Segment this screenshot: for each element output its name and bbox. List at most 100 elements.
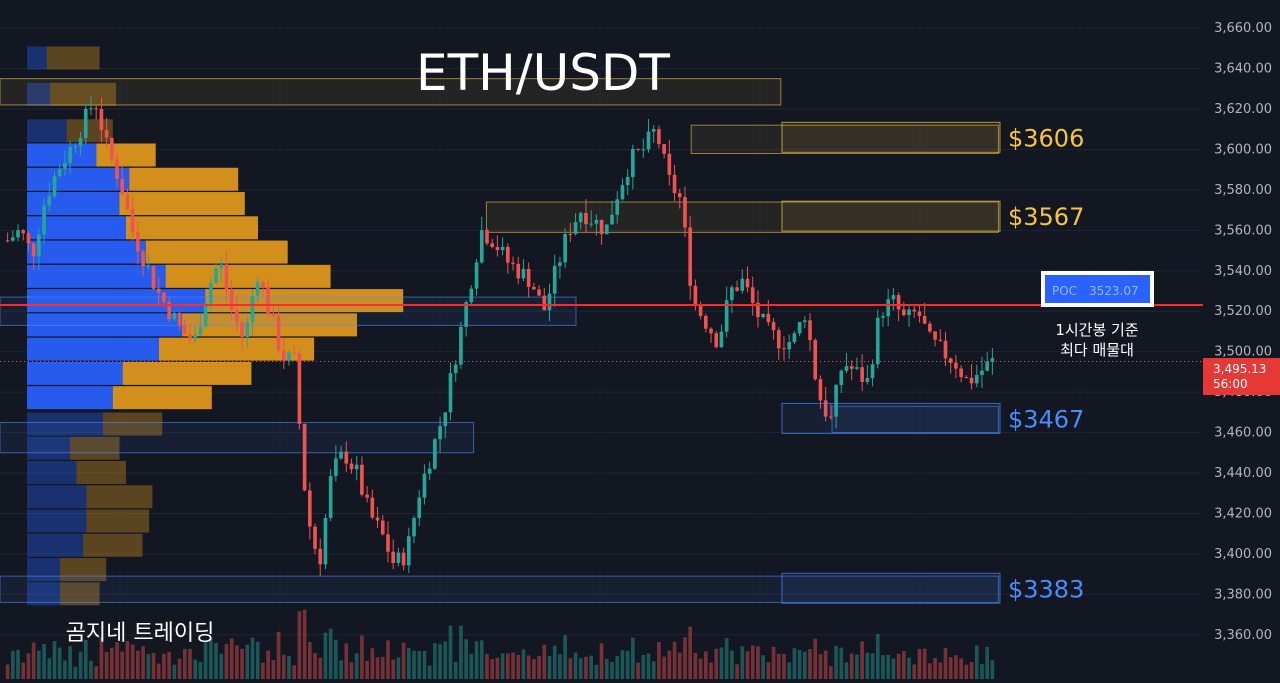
level-box-support [781,572,1001,604]
candle-body [750,287,755,303]
candle-body [136,232,140,252]
volume-bar [620,650,625,679]
candle-body [662,144,666,154]
volume-bar [469,653,474,679]
vp-bar-buy [27,337,159,361]
price-tick-label: 3,540.00 [1214,264,1272,279]
candle-body [964,377,969,379]
volume-bar [922,648,927,679]
volume-bar [532,659,536,679]
poc-and-price-lines [0,304,1203,363]
volume-bar [354,653,359,679]
volume-bar [68,646,72,679]
volume-bar [292,665,297,679]
vp-bar-sell [126,216,258,240]
candle-body [943,340,948,359]
candle-body [901,309,906,316]
price-tick-label: 3,380.00 [1214,587,1272,602]
candle-body [370,497,375,518]
candle-body [511,262,515,264]
price-axis[interactable]: 3,660.00 3,640.00 3,620.00 3,600.00 3,580.00… [1214,21,1272,643]
candle-body [224,264,229,290]
candle-body [344,451,349,464]
candle-body [526,268,531,287]
candle-body [141,251,145,267]
volume-bar [219,653,224,679]
volume-bar [83,639,88,679]
volume-bar [766,662,771,679]
candle-body [443,412,448,427]
volume-bar [10,650,15,679]
zone-box-support [0,296,577,326]
volume-bar [73,666,78,679]
volume-bar [672,641,677,679]
candle-body [182,324,187,335]
vp-bar-buy [27,192,120,216]
volume-bar [537,655,541,679]
volume-bar [443,641,448,679]
level-box-resistance [781,200,1001,232]
volume-bar [37,650,41,679]
candle-body [938,339,943,341]
volume-bar [604,658,609,679]
volume-bar [276,631,281,679]
vp-bar-buy [27,143,97,167]
volume-bar [933,658,937,679]
candle-body [834,384,838,417]
candle-body [709,328,713,334]
volume-bar [167,651,171,679]
vp-bar-buy [27,46,47,70]
volume-bar [459,625,463,679]
volume-bar [162,653,166,679]
level-label: $3383 [1008,575,1084,603]
vp-bar-buy [27,240,146,264]
level-box-support [781,402,1001,434]
candle-body [281,350,286,361]
volume-bar [573,652,578,679]
volume-bar [16,649,20,679]
candle-body [208,283,213,304]
poc-badge-fill [1045,275,1150,303]
volume-bar [334,639,338,679]
candle-body [907,309,911,316]
price-tick-label: 3,360.00 [1214,628,1272,643]
volume-bar [990,660,995,679]
vp-bar-sell [102,412,163,436]
volume-bar [865,652,870,679]
volume-bar [261,662,265,679]
price-tick-label: 3,500.00 [1214,345,1272,360]
volume-bar [735,664,739,679]
candle-body [829,416,833,418]
volume-bar [386,640,390,679]
volume-bar [594,664,599,679]
candle-body [302,423,307,491]
vp-bar-buy [27,167,130,191]
vp-bar-buy [27,485,87,509]
volume-bar [974,645,979,679]
candle-body [334,458,338,477]
volume-bar [42,643,46,679]
candle-body [865,378,870,382]
candle-body [339,451,343,459]
volume-bar [703,651,708,679]
candle-body [735,287,739,291]
candle-body [125,194,130,210]
candle-body [37,234,41,257]
candle-body [651,129,656,132]
volume-bar [745,651,750,679]
candle-body [500,246,505,251]
volume-bar [511,652,515,679]
candle-body [990,358,995,362]
candle-body [974,374,979,384]
candle-body [349,463,354,470]
volume-bar [776,654,781,679]
volume-bar [881,655,885,679]
candle-body [740,278,745,291]
candle-body [229,289,234,310]
volume-bar [151,652,156,679]
level-labels: $3606 $3567 $3467 $3383 [781,121,1084,604]
zone-box-resistance [690,124,999,154]
candle-body [297,353,302,424]
